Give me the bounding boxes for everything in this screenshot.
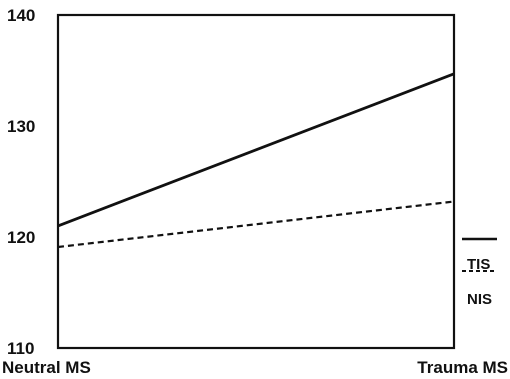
series-line-tis	[57, 72, 455, 228]
legend-label-tis: TIS	[467, 256, 490, 273]
series-line-nis	[57, 200, 455, 249]
x-category-label: Neutral MS	[2, 358, 91, 377]
legend-label-nis: NIS	[467, 291, 492, 308]
y-tick-label: 130	[7, 117, 35, 136]
y-tick-label: 140	[7, 6, 35, 25]
plot-area-frame	[56, 13, 456, 350]
x-category-label: Trauma MS	[417, 358, 508, 377]
y-tick-label: 110	[7, 339, 34, 358]
y-tick-label: 120	[7, 228, 35, 247]
